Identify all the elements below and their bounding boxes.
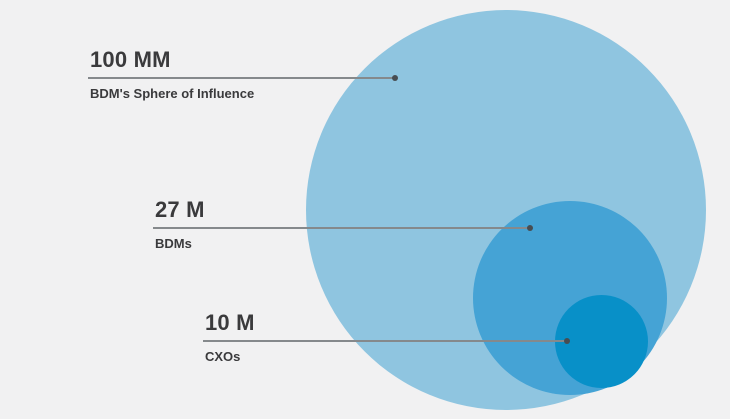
leader-line [203, 338, 570, 344]
bubble-cxos [555, 295, 648, 388]
category-label: BDM's Sphere of Influence [90, 86, 255, 101]
value-label: 100 MM [90, 47, 171, 72]
category-label: CXOs [205, 349, 241, 364]
value-label: 27 M [155, 197, 205, 222]
leader-dot [564, 338, 570, 344]
leader-line [153, 225, 533, 231]
leader-dot [392, 75, 398, 81]
leader-dot [527, 225, 533, 231]
category-label: BDMs [155, 236, 192, 251]
value-label: 10 M [205, 310, 255, 335]
leader-line [88, 75, 398, 81]
